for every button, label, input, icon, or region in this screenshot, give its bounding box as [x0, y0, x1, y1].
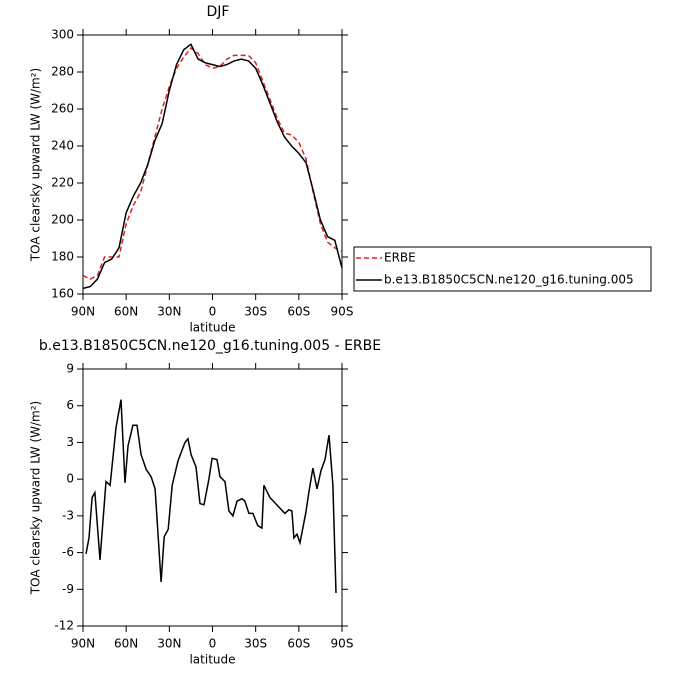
y-tick-label: 220 [51, 176, 74, 190]
x-tick-label: 90N [71, 637, 95, 651]
y-tick-label: 300 [51, 28, 74, 42]
x-axis-label: latitude [189, 321, 235, 335]
y-tick-label: -6 [62, 545, 74, 559]
y-axis-label: TOA clearsky upward LW (W/m²) [29, 401, 43, 595]
x-tick-label: 60N [114, 305, 138, 319]
legend-frame [353, 246, 652, 292]
x-tick-label: 90N [71, 305, 95, 319]
y-tick-label: 240 [51, 139, 74, 153]
x-tick-label: 60S [287, 637, 310, 651]
chart-title: DJF [207, 4, 230, 20]
x-tick-label: 60N [114, 637, 138, 651]
x-tick-label: 0 [209, 305, 217, 319]
y-axis-label: TOA clearsky upward LW (W/m²) [29, 68, 43, 262]
chart-title: b.e13.B1850C5CN.ne120_g16.tuning.005 - E… [39, 338, 381, 354]
x-tick-label: 60S [287, 305, 310, 319]
y-tick-label: -3 [62, 508, 74, 522]
x-tick-label: 90S [331, 305, 354, 319]
data-line [82, 46, 343, 281]
y-tick-label: 180 [51, 250, 74, 264]
y-tick-label: 9 [66, 362, 74, 376]
x-tick-label: 30S [244, 637, 267, 651]
y-tick-label: 160 [51, 287, 74, 301]
y-tick-label: 280 [51, 65, 74, 79]
y-tick-label: -12 [54, 619, 74, 633]
y-tick-label: 200 [51, 213, 74, 227]
y-tick-label: 6 [66, 398, 74, 412]
x-tick-label: 90S [331, 637, 354, 651]
x-tick-label: 30N [157, 305, 181, 319]
y-tick-label: 0 [66, 472, 74, 486]
y-tick-label: 260 [51, 102, 74, 116]
x-tick-label: 30N [157, 637, 181, 651]
x-tick-label: 30S [244, 305, 267, 319]
legend-label: b.e13.B1850C5CN.ne120_g16.tuning.005 [384, 273, 634, 287]
x-axis-label: latitude [189, 653, 235, 667]
data-line [85, 399, 337, 594]
y-tick-label: 3 [66, 435, 74, 449]
x-tick-label: 0 [209, 637, 217, 651]
plot-frame [82, 34, 343, 295]
legend-label: ERBE [384, 251, 416, 265]
data-line [82, 43, 343, 290]
y-tick-label: -9 [62, 582, 74, 596]
